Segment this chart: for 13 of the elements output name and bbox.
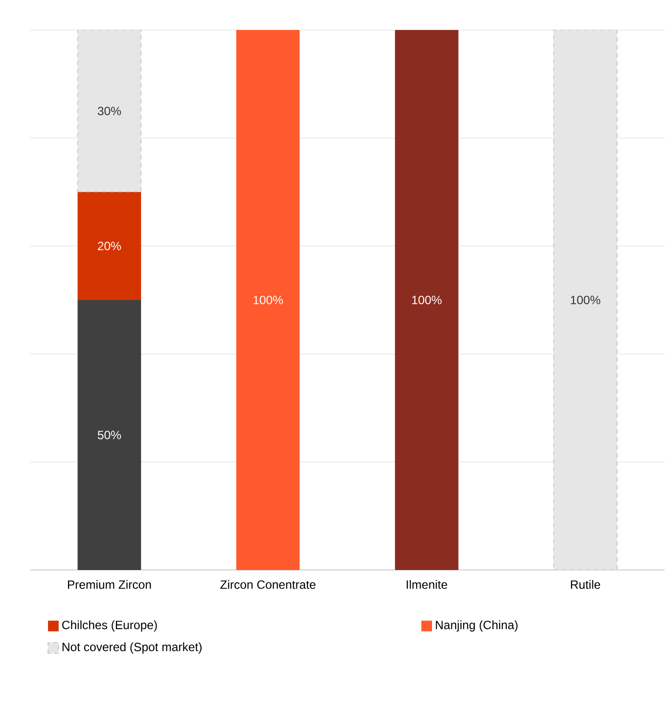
x-tick-label: Zircon Conentrate bbox=[220, 580, 316, 589]
legend-label: Chilches (Europe) bbox=[62, 620, 157, 632]
data-label: 20% bbox=[98, 242, 121, 250]
data-label: 100% bbox=[254, 296, 283, 304]
data-label: 100% bbox=[570, 296, 600, 304]
x-tick-label: Rutile bbox=[570, 580, 600, 589]
data-label: 50% bbox=[98, 430, 121, 440]
x-tick-label: Premium Zircon bbox=[68, 580, 151, 589]
legend-label: Nanjing (China) bbox=[436, 620, 518, 632]
data-label: 100% bbox=[412, 296, 442, 304]
x-tick-label: Ilmenite bbox=[406, 580, 448, 589]
data-label: 30% bbox=[98, 106, 121, 116]
legend-label: Not covered (Spot market) bbox=[62, 642, 202, 654]
